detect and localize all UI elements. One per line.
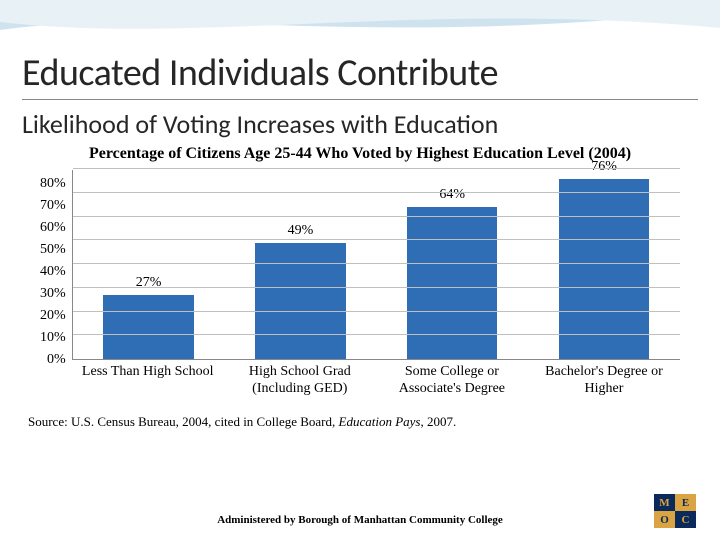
chart-title: Percentage of Citizens Age 25-44 Who Vot…: [62, 144, 658, 164]
meoc-logo: M E O C: [654, 494, 696, 528]
x-axis-label: Bachelor's Degree or Higher: [531, 364, 677, 398]
slide-subtitle: Likelihood of Voting Increases with Educ…: [22, 108, 698, 140]
x-axis-label: High School Grad (Including GED): [227, 364, 373, 398]
bar-slot: 49%: [228, 170, 374, 359]
bar-value-label: 76%: [591, 159, 617, 175]
y-axis: 0%10%20%30%40%50%60%70%80%: [40, 170, 72, 360]
grid-line: [73, 192, 680, 193]
y-tick: 60%: [40, 221, 66, 235]
logo-quadrant-tr: E: [675, 494, 696, 511]
source-suffix: , 2007.: [420, 414, 456, 429]
grid-line: [73, 216, 680, 217]
bar: [407, 207, 497, 359]
grid-line: [73, 168, 680, 169]
source-prefix: Source: U.S. Census Bureau, 2004, cited …: [28, 414, 339, 429]
chart-plot: 27% 49% 64% 76%: [72, 170, 680, 360]
grid-line: [73, 311, 680, 312]
slide-title: Educated Individuals Contribute: [22, 50, 698, 96]
bar-slot: 27%: [76, 170, 222, 359]
x-axis-labels: Less Than High SchoolHigh School Grad (I…: [40, 364, 680, 398]
y-tick: 80%: [40, 177, 66, 191]
x-axis-label: Less Than High School: [75, 364, 221, 398]
bar-value-label: 64%: [439, 187, 465, 203]
source-line: Source: U.S. Census Bureau, 2004, cited …: [28, 414, 692, 430]
grid-line: [73, 239, 680, 240]
grid-line: [73, 263, 680, 264]
footer-text: Administered by Borough of Manhattan Com…: [0, 514, 720, 526]
y-tick: 70%: [40, 199, 66, 213]
grid-line: [73, 334, 680, 335]
bar-value-label: 27%: [136, 275, 162, 291]
title-rule: [22, 99, 698, 100]
logo-quadrant-tl: M: [654, 494, 675, 511]
logo-quadrant-bl: O: [654, 511, 675, 528]
bar: [559, 179, 649, 360]
bar-chart: 0%10%20%30%40%50%60%70%80% 27%49%64%76% …: [40, 170, 680, 398]
y-tick: 50%: [40, 243, 66, 257]
bar: [103, 295, 193, 359]
x-axis-label: Some College or Associate's Degree: [379, 364, 525, 398]
bar-slot: 76%: [531, 170, 677, 359]
y-tick: 30%: [40, 287, 66, 301]
source-italic: Education Pays: [339, 414, 421, 429]
slide-content: Educated Individuals Contribute Likeliho…: [0, 0, 720, 430]
bar: [255, 243, 345, 359]
bar-slot: 64%: [379, 170, 525, 359]
y-tick: 0%: [40, 353, 66, 367]
logo-quadrant-br: C: [675, 511, 696, 528]
chart-bars: 27% 49% 64% 76%: [73, 170, 680, 359]
y-tick: 40%: [40, 265, 66, 279]
bar-value-label: 49%: [288, 223, 314, 239]
grid-line: [73, 287, 680, 288]
y-tick: 20%: [40, 309, 66, 323]
y-tick: 10%: [40, 331, 66, 345]
